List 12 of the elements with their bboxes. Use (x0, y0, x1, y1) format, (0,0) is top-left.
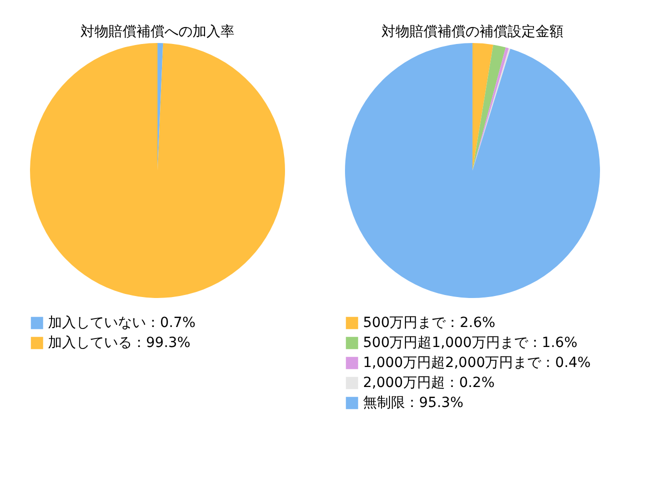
legend-label: 無制限：95.3% (363, 395, 464, 411)
legend-label: 加入していない：0.7% (48, 315, 196, 331)
pie-slice (472, 43, 494, 170)
pie-slice (345, 43, 600, 298)
chart-title: 対物賠償補償の補償設定金額 (382, 24, 564, 40)
legend-label: 加入している：99.3% (48, 335, 190, 351)
pie-slice (30, 43, 285, 298)
legend-label: 500万円まで：2.6% (363, 315, 496, 331)
chart-title: 対物賠償補償への加入率 (80, 24, 234, 40)
legend-label: 500万円超1,000万円まで：1.6% (363, 335, 578, 351)
legend-label: 2,000万円超：0.2% (363, 375, 495, 391)
legend-label: 1,000万円超2,000万円まで：0.4% (363, 355, 591, 371)
